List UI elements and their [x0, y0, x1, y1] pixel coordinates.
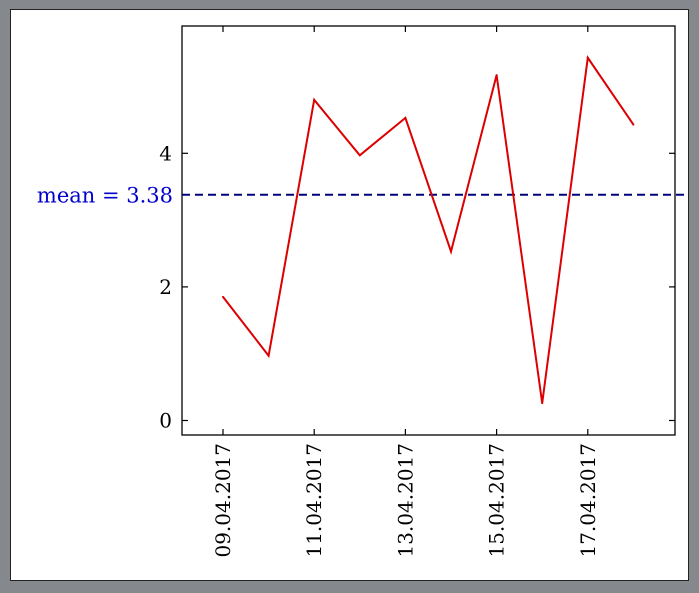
plot-area: [181, 25, 676, 436]
data-point: [586, 56, 589, 59]
series-line: [222, 55, 635, 404]
data-point: [450, 250, 452, 253]
data-point: [358, 154, 361, 157]
chart-frame: 0 2 4 09.04.2017 11.04.2017 13.04.2017 15.04.…: [10, 9, 689, 581]
data-point: [541, 402, 544, 405]
data-point: [313, 98, 316, 101]
data-point: [632, 123, 635, 126]
data-point: [495, 74, 498, 77]
y-tick-label: 2: [159, 275, 172, 299]
y-tick-label: 0: [159, 409, 172, 433]
line-chart: 0 2 4 09.04.2017 11.04.2017 13.04.2017 15.04.…: [37, 25, 688, 558]
x-tick-label: 11.04.2017: [302, 443, 326, 558]
x-tick-label: 17.04.2017: [576, 443, 600, 558]
x-tick-label: 13.04.2017: [393, 443, 417, 558]
series-points: [222, 56, 635, 405]
mean-label: mean = 3.38: [37, 184, 173, 208]
data-point: [267, 354, 270, 357]
x-tick-label: 15.04.2017: [485, 443, 509, 558]
data-point: [222, 295, 224, 298]
x-tick-label: 09.04.2017: [211, 443, 235, 558]
data-point: [404, 116, 407, 119]
y-tick-label: 4: [159, 141, 172, 165]
y-axis: 0 2 4: [159, 141, 675, 433]
x-axis: 09.04.2017 11.04.2017 13.04.2017 15.04.2017…: [211, 26, 600, 558]
